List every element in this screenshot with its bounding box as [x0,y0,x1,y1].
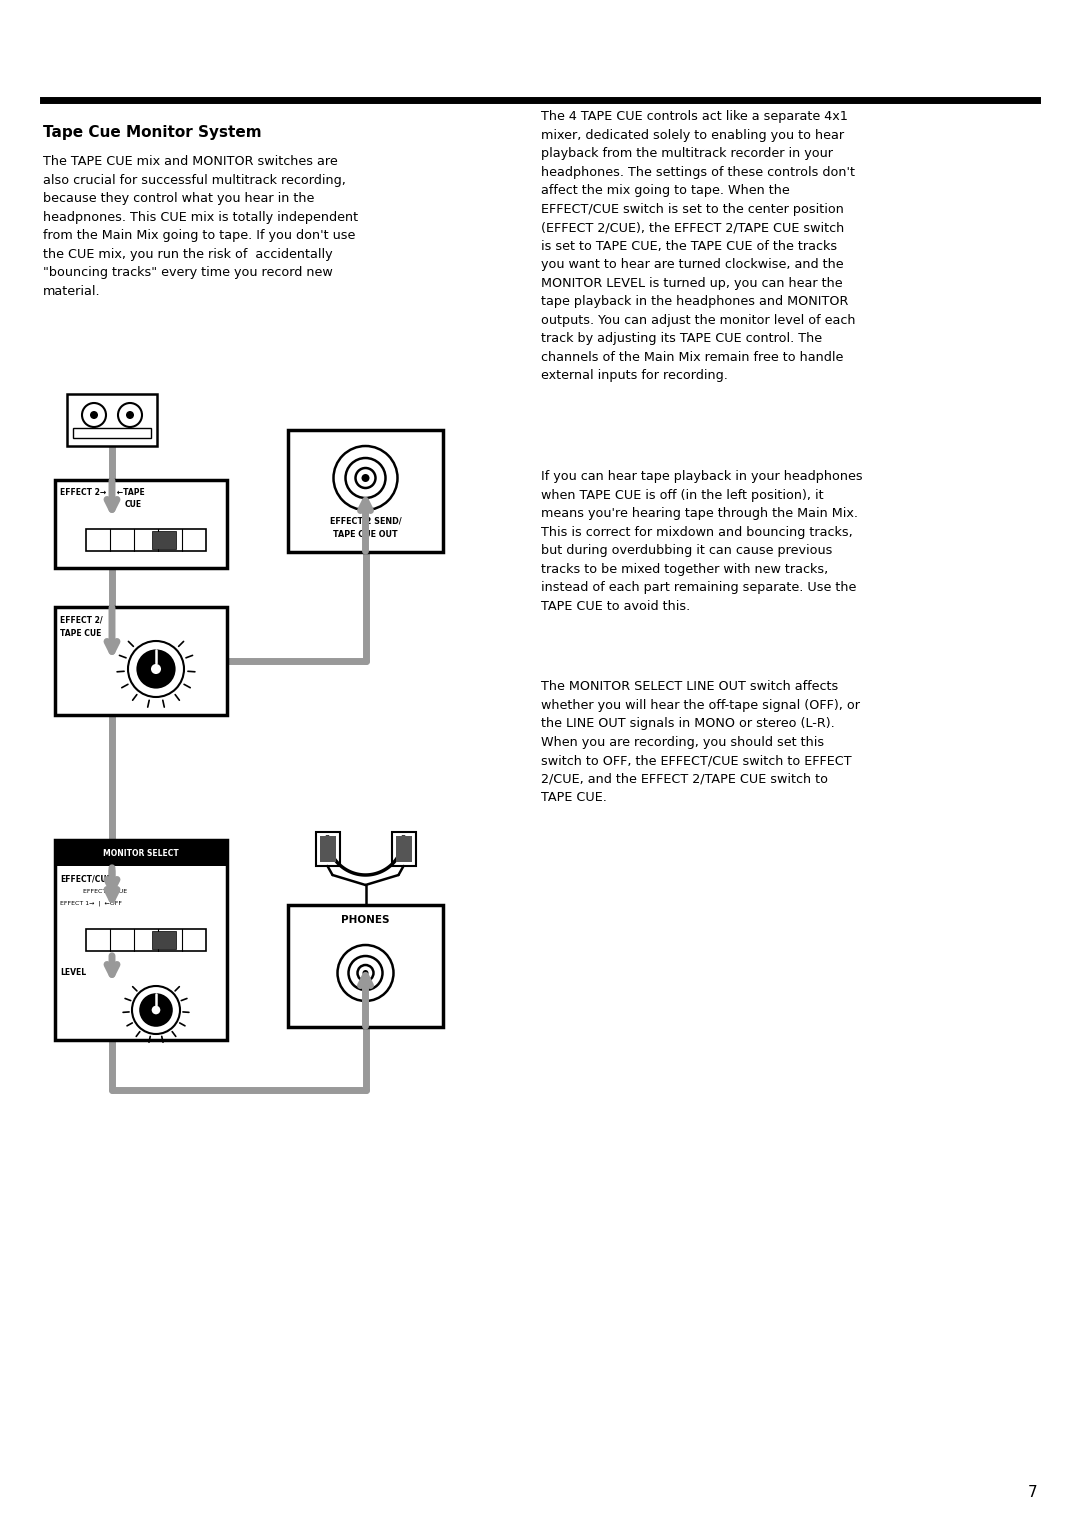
Text: The TAPE CUE mix and MONITOR switches are
also crucial for successful multitrack: The TAPE CUE mix and MONITOR switches ar… [43,156,359,298]
Bar [152,531,176,549]
Circle shape [151,664,161,674]
Text: TAPE CUE: TAPE CUE [60,629,102,638]
Circle shape [363,971,368,977]
Circle shape [139,993,173,1027]
Text: Tape Cue Monitor System: Tape Cue Monitor System [43,125,261,140]
Circle shape [346,458,386,497]
Circle shape [118,403,141,427]
Circle shape [151,1006,160,1015]
Circle shape [136,650,176,688]
Text: The 4 TAPE CUE controls act like a separate 4x1
mixer, dedicated solely to enabl: The 4 TAPE CUE controls act like a separ… [541,110,855,382]
Bar [152,931,176,949]
Circle shape [362,475,369,482]
Circle shape [334,446,397,510]
Circle shape [126,410,134,420]
Bar [73,427,151,438]
Circle shape [132,986,180,1035]
Bar [391,832,416,865]
Circle shape [337,945,393,1001]
Text: The MONITOR SELECT LINE OUT switch affects
whether you will hear the off-tape si: The MONITOR SELECT LINE OUT switch affec… [541,681,860,804]
Bar [55,481,227,568]
Text: LEVEL: LEVEL [60,967,86,977]
Text: PHONES: PHONES [341,916,390,925]
Bar [288,430,443,552]
Circle shape [355,468,376,488]
Text: EFFECT 2→    ←TAPE: EFFECT 2→ ←TAPE [60,488,145,497]
Circle shape [357,964,374,981]
Text: MONITOR SELECT: MONITOR SELECT [103,848,179,858]
Text: CUE: CUE [125,501,143,510]
Text: EFFECT/CUE: EFFECT/CUE [60,874,112,884]
Circle shape [349,955,382,990]
Text: EFFECT 2/: EFFECT 2/ [60,615,103,624]
Text: EFFECT 2 SEND/: EFFECT 2 SEND/ [329,516,402,525]
Text: 7: 7 [1027,1485,1037,1500]
Circle shape [129,641,184,697]
Bar [395,836,411,862]
Bar [55,839,227,1041]
Circle shape [82,403,106,427]
Bar [86,530,206,551]
Bar [55,607,227,716]
Text: If you can hear tape playback in your headphones
when TAPE CUE is off (in the le: If you can hear tape playback in your he… [541,470,863,612]
Text: TAPE CUE OUT: TAPE CUE OUT [334,530,397,539]
Bar [315,832,339,865]
Circle shape [90,410,98,420]
Bar [288,905,443,1027]
Bar [55,839,227,865]
Bar [86,929,206,951]
Bar [320,836,336,862]
Text: EFFECT 1→  |  ←OFF: EFFECT 1→ | ←OFF [60,900,122,905]
Text: EFFECT 2/CUE: EFFECT 2/CUE [83,888,127,893]
Bar [67,394,157,446]
